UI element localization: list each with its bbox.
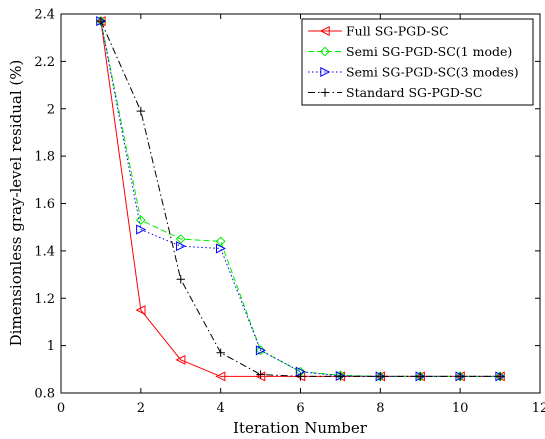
legend-label: Semi SG-PGD-SC(1 mode) [346, 44, 512, 59]
legend-item: Semi SG-PGD-SC(1 mode) [308, 44, 512, 59]
data-point [336, 372, 345, 381]
y-tick-label: 1.6 [34, 197, 55, 212]
data-point [255, 345, 266, 356]
legend-marker [320, 66, 331, 78]
data-point [416, 372, 425, 381]
legend-label: Standard SG-PGD-SC [346, 85, 483, 100]
y-axis-title: Dimensionless gray-level residual (%) [7, 60, 25, 347]
legend-box [301, 18, 534, 106]
x-tick-label: 4 [217, 401, 225, 416]
data-point [175, 234, 186, 244]
data-point [176, 275, 185, 284]
legend-item: Semi SG-PGD-SC(3 modes) [308, 65, 519, 80]
legend-marker [320, 88, 330, 97]
x-tick-label: 6 [296, 401, 304, 416]
data-point [495, 372, 505, 381]
legend-marker [319, 25, 330, 37]
data-point [216, 348, 225, 357]
data-point [256, 370, 265, 379]
data-point [376, 372, 385, 381]
series-layer [95, 16, 506, 382]
y-tick-label: 1.4 [34, 244, 55, 259]
data-point [215, 236, 226, 247]
legend-label: Full SG-PGD-SC [346, 24, 449, 39]
y-tick-label: 2.2 [34, 55, 55, 70]
data-point [135, 215, 146, 225]
y-tick-label: 0.8 [34, 387, 55, 402]
x-tick-label: 12 [532, 401, 545, 416]
y-tick-label: 2.4 [34, 8, 55, 23]
data-point [455, 372, 465, 381]
y-tick-label: 1 [47, 339, 55, 354]
data-point [136, 106, 146, 116]
legend: Full SG-PGD-SC Semi SG-PGD-SC(1 mode) Semi… [301, 18, 534, 106]
data-point [135, 305, 146, 316]
legend-marker [320, 46, 330, 57]
x-tick-label: 2 [137, 401, 145, 416]
data-point [255, 345, 266, 356]
data-point [176, 241, 187, 252]
y-tick-label: 2 [47, 102, 55, 117]
series-standard-sg-pgd-sc [96, 16, 505, 381]
legend-label: Semi SG-PGD-SC(3 modes) [346, 65, 519, 80]
plot-frame [60, 13, 541, 394]
x-axis-title: Iteration Number [233, 419, 368, 437]
data-point [96, 16, 106, 26]
legend-item: Standard SG-PGD-SC [308, 85, 483, 100]
data-point [215, 243, 226, 254]
data-point [215, 371, 226, 382]
x-tick-label: 10 [452, 401, 469, 416]
series-line [100, 21, 501, 377]
data-point [136, 224, 147, 235]
x-tick-label: 8 [376, 401, 384, 416]
legend-item: Full SG-PGD-SC [308, 24, 449, 39]
axes-layer: 0 2 4 6 8 10 12 0.8 1 1.2 1.4 1.6 1.8 2 2.2 2.4 [34, 8, 545, 417]
data-point [175, 354, 186, 365]
data-point [296, 372, 305, 381]
y-tick-label: 1.2 [34, 292, 55, 307]
series-line [100, 21, 501, 377]
y-tick-label: 1.8 [34, 150, 55, 165]
x-tick-label: 0 [57, 401, 65, 416]
